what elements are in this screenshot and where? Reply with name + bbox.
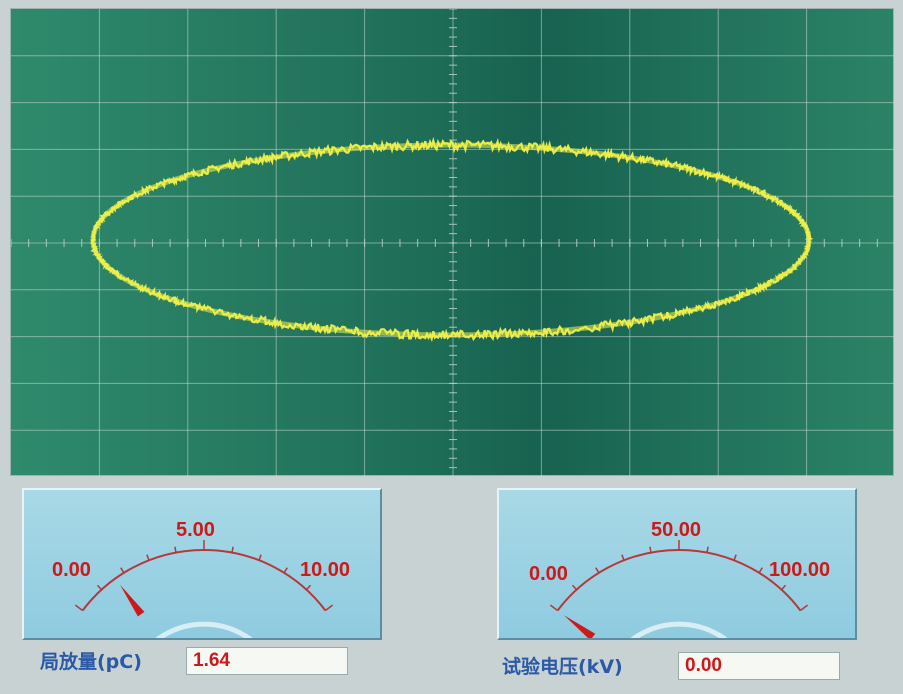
- signal-trace-core: [90, 142, 812, 338]
- scale-tick: [231, 546, 234, 553]
- pd-scale-max: 10.00: [300, 559, 350, 581]
- pd-scale-arc: [81, 548, 327, 612]
- pd-scale-ticks: [74, 540, 334, 612]
- scale-tick: [96, 584, 103, 591]
- scale-tick: [758, 567, 763, 574]
- kv-scale-max: 100.00: [769, 559, 830, 581]
- scale-tick: [733, 554, 737, 561]
- scale-tick: [595, 567, 600, 574]
- kv-value-field[interactable]: 0.00: [678, 652, 840, 680]
- scale-tick: [146, 554, 150, 561]
- pd-scale-min: 0.00: [52, 559, 91, 581]
- scale-tick: [283, 567, 288, 574]
- pd-pivot-arc: [155, 621, 253, 638]
- scale-tick: [799, 604, 809, 612]
- pd-meter-dial: 0.00 5.00 10.00: [52, 519, 350, 638]
- kv-scale-mid: 50.00: [651, 519, 701, 541]
- oscilloscope-display: [10, 8, 895, 477]
- scale-tick: [571, 584, 578, 591]
- scale-tick: [120, 567, 125, 574]
- kv-scale-ticks: [549, 540, 809, 612]
- kv-meter-dial: 0.00 50.00 100.00: [529, 519, 830, 638]
- pd-value-label: 局放量(pC): [40, 651, 142, 673]
- scale-tick: [780, 584, 787, 591]
- kv-scale-arc: [556, 548, 802, 612]
- pd-scale-mid: 5.00: [176, 519, 215, 541]
- scale-tick: [549, 604, 559, 612]
- scale-tick: [324, 604, 334, 612]
- pd-needle: [120, 584, 145, 617]
- oscilloscope-screen: [11, 9, 895, 477]
- scale-tick: [258, 554, 262, 561]
- test-voltage-meter: 0.00 50.00 100.00: [497, 488, 857, 640]
- scale-tick: [706, 546, 709, 553]
- kv-needle: [564, 615, 596, 638]
- scale-tick: [74, 604, 84, 612]
- kv-pivot-arc: [630, 621, 728, 638]
- kv-scale-min: 0.00: [529, 563, 568, 585]
- pd-value-field[interactable]: 1.64: [186, 647, 348, 675]
- scale-tick: [174, 546, 177, 553]
- partial-discharge-meter: 0.00 5.00 10.00: [22, 488, 382, 640]
- kv-value-label: 试验电压(kV): [502, 656, 623, 678]
- scale-tick: [305, 584, 312, 591]
- scale-tick: [621, 554, 625, 561]
- scale-tick: [649, 546, 652, 553]
